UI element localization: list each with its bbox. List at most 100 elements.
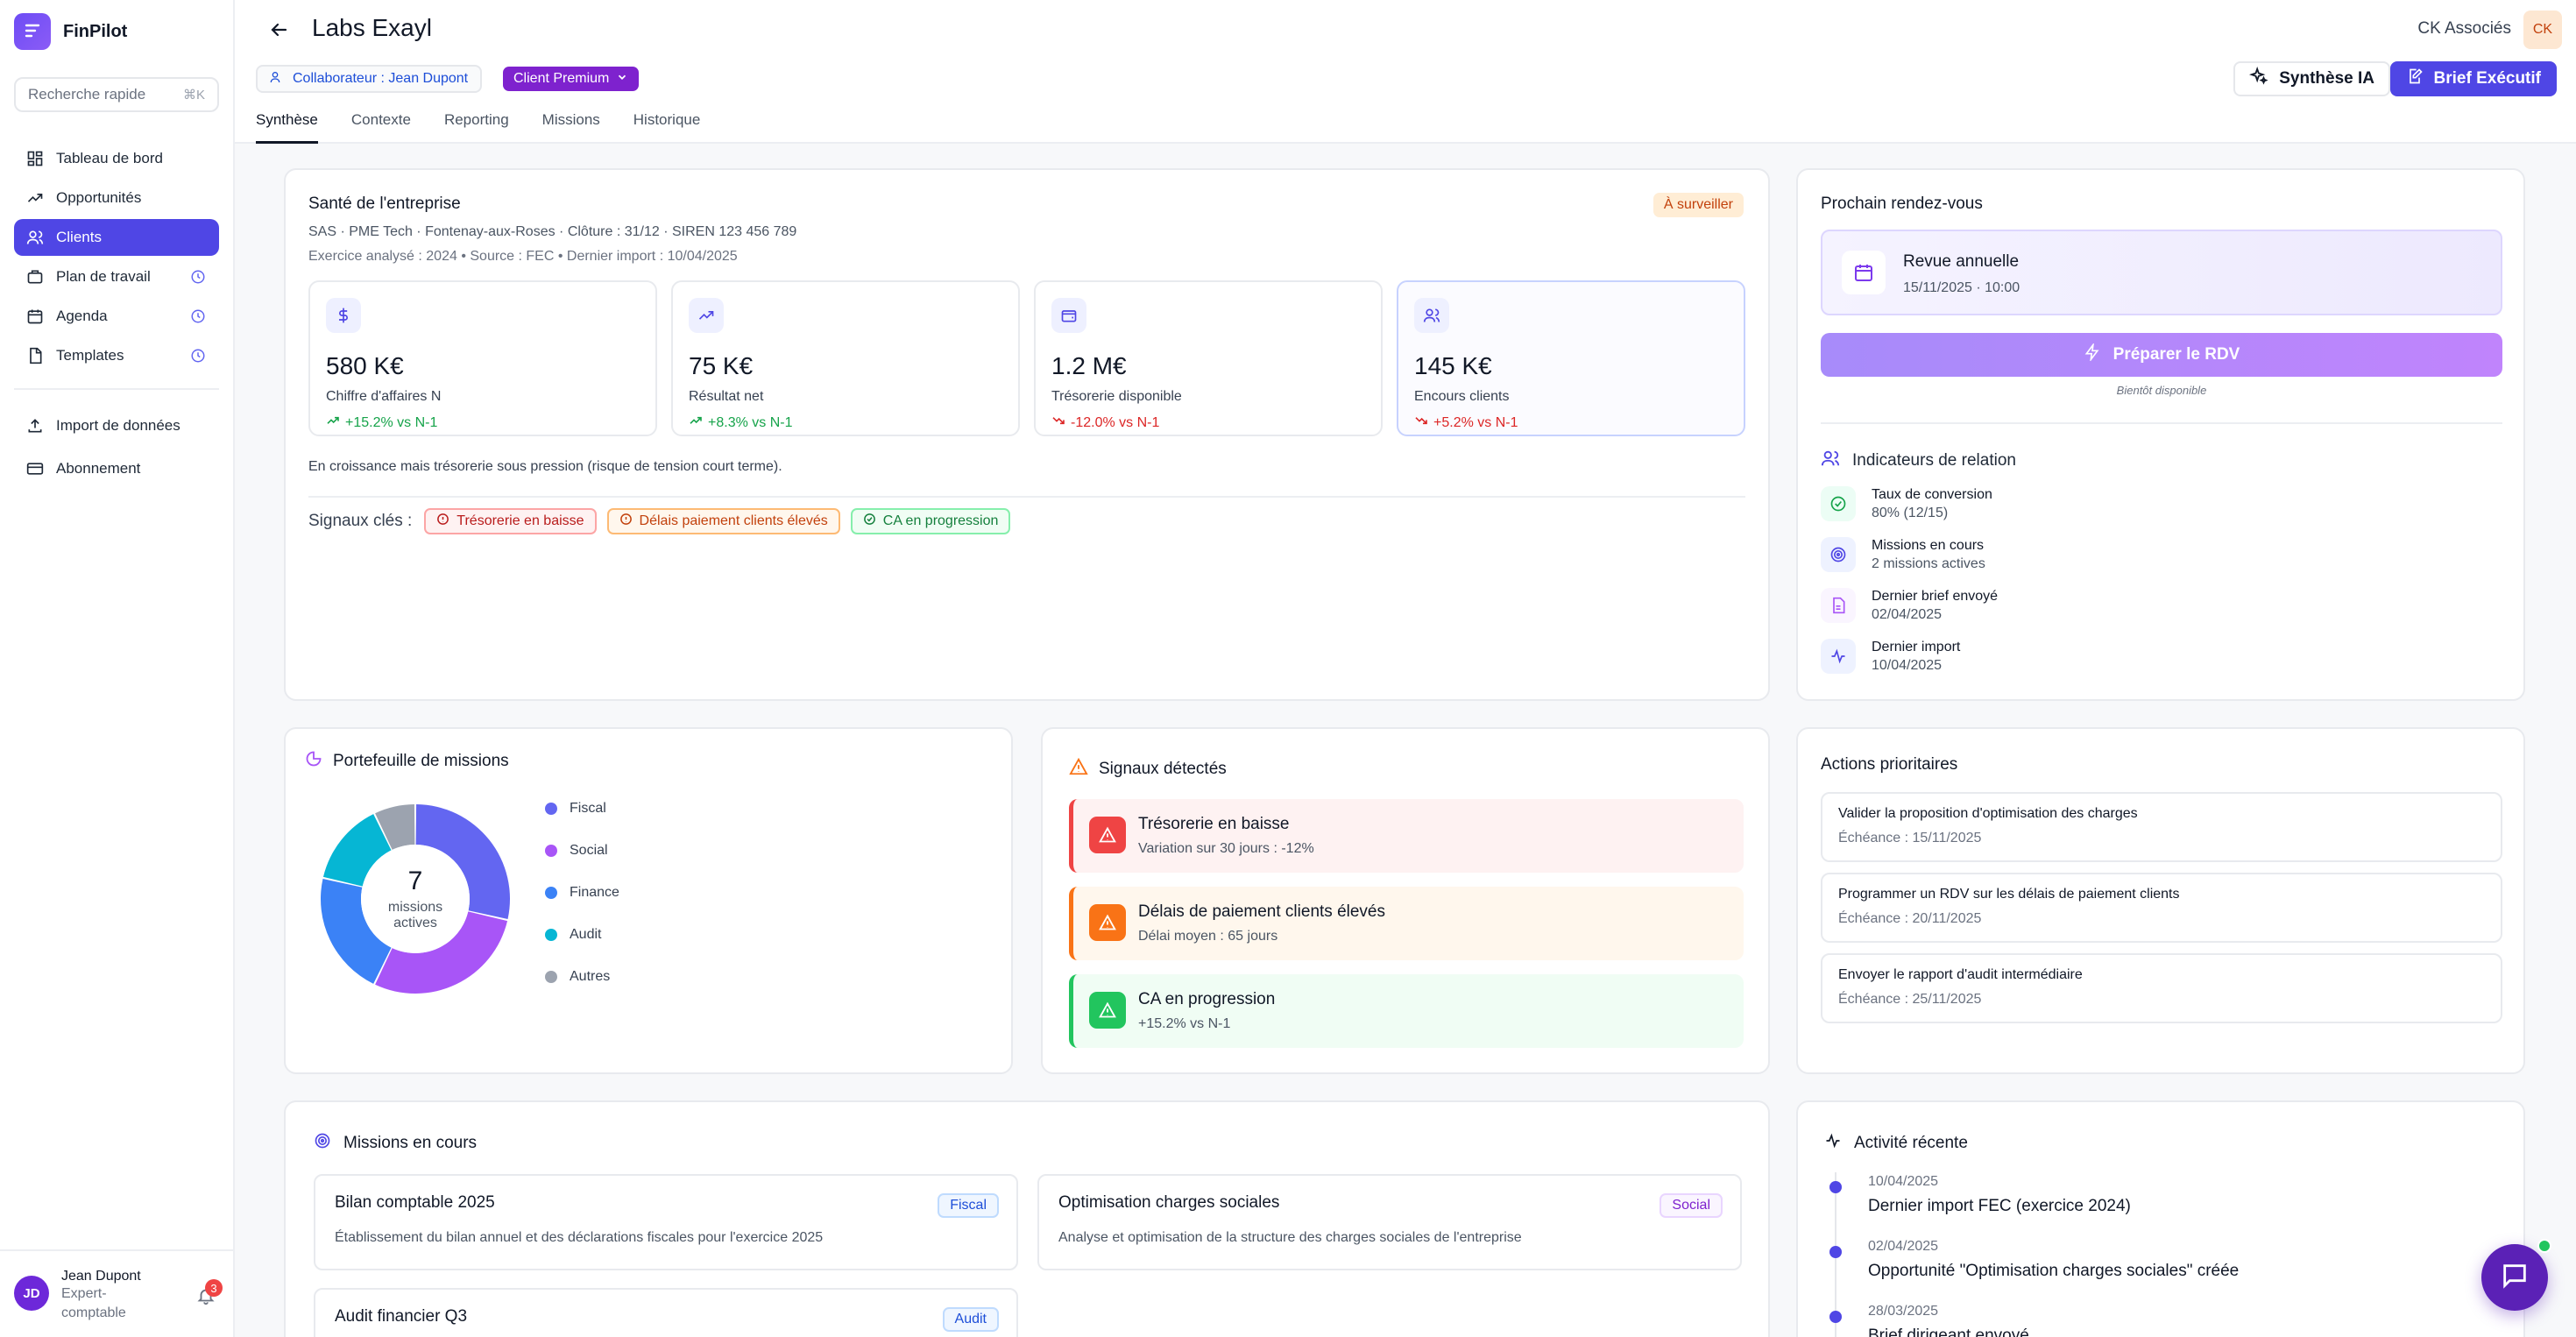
client-segment-dropdown[interactable]: Client Premium	[503, 67, 640, 91]
calendar-icon	[1842, 251, 1886, 294]
sidebar-item-label: Agenda	[56, 308, 108, 324]
donut-slice-autres[interactable]	[375, 804, 415, 850]
mission-card[interactable]: Optimisation charges sociales Analyse et…	[1037, 1174, 1742, 1270]
activity-header: Activité récente	[1824, 1132, 1968, 1154]
collaborator-chip[interactable]: Collaborateur : Jean Dupont	[256, 65, 483, 93]
legend-item-audit: Audit	[545, 927, 601, 943]
indicator-missions: Missions en cours 2 missions actives	[1821, 536, 1985, 573]
mission-description: Analyse et optimisation de la structure …	[1058, 1230, 1522, 1245]
kpi-card-resultat[interactable]: 75 K€ Résultat net +8.3% vs N-1	[671, 280, 1020, 436]
kpi-label: Chiffre d'affaires N	[326, 389, 442, 404]
indicator-brief: Dernier brief envoyé 02/04/2025	[1821, 587, 1998, 624]
mission-card[interactable]: Audit financier Q3 Audit	[314, 1288, 1018, 1337]
brand[interactable]: FinPilot	[14, 13, 127, 50]
indicator-conversion: Taux de conversion 80% (12/15)	[1821, 485, 1992, 522]
prepare-meeting-label: Préparer le RDV	[2112, 345, 2240, 364]
signal-row-delais[interactable]: Délais de paiement clients élevés Délai …	[1069, 887, 1744, 960]
sidebar-item-templates[interactable]: Templates	[14, 337, 219, 374]
activity-icon	[1821, 639, 1856, 674]
user-icon	[270, 70, 284, 88]
kpi-delta-text: -12.0% vs N-1	[1071, 414, 1160, 430]
synthese-ia-button[interactable]: Synthèse IA	[2233, 61, 2390, 96]
priority-actions-title: Actions prioritaires	[1821, 755, 1958, 774]
tab-missions[interactable]: Missions	[541, 111, 600, 128]
mission-portfolio-card: Portefeuille de missions 7 missions acti…	[284, 727, 1013, 1074]
tab-historique[interactable]: Historique	[633, 111, 701, 128]
warning-triangle-icon	[1069, 757, 1088, 781]
back-arrow-icon[interactable]	[268, 19, 289, 46]
pie-chart-icon	[305, 750, 322, 772]
firm-avatar[interactable]: CK	[2523, 11, 2562, 49]
legend-item-finance: Finance	[545, 885, 619, 901]
company-meta: SAS · PME Tech · Fontenay-aux-Roses · Cl…	[308, 224, 797, 239]
kpi-delta: -12.0% vs N-1	[1051, 414, 1365, 432]
signal-description: Délai moyen : 65 jours	[1138, 929, 1278, 944]
signal-row-tresorerie[interactable]: Trésorerie en baisse Variation sur 30 jo…	[1069, 799, 1744, 873]
warning-triangle-icon	[1089, 992, 1126, 1029]
sidebar-item-label: Tableau de bord	[56, 150, 163, 166]
sidebar: FinPilot Recherche rapide ⌘K Tableau de …	[0, 0, 235, 1337]
kpi-label: Résultat net	[689, 389, 764, 404]
mission-tag: Fiscal	[938, 1193, 999, 1218]
tab-contexte[interactable]: Contexte	[350, 111, 411, 128]
chat-button[interactable]	[2481, 1244, 2548, 1311]
signal-chip-tresorerie[interactable]: Trésorerie en baisse	[424, 508, 597, 534]
donut-slice-fiscal[interactable]	[415, 804, 510, 919]
sidebar-item-import[interactable]: Import de données	[14, 406, 219, 446]
nav-divider	[14, 388, 219, 390]
donut-slice-finance[interactable]	[321, 879, 392, 984]
indicator-value: 10/04/2025	[1872, 658, 1943, 673]
wallet-icon	[1051, 298, 1086, 333]
signal-description: Variation sur 30 jours : -12%	[1138, 841, 1314, 856]
brief-executif-button[interactable]: Brief Exécutif	[2389, 61, 2557, 96]
segment-label: Client Premium	[513, 71, 610, 86]
legend-swatch	[545, 929, 557, 941]
sidebar-item-opportunites[interactable]: Opportunités	[14, 180, 219, 216]
kpi-delta: +5.2% vs N-1	[1414, 414, 1728, 432]
mission-card[interactable]: Bilan comptable 2025 Établissement du bi…	[314, 1174, 1018, 1270]
notifications-button[interactable]: 3	[196, 1279, 223, 1310]
sidebar-item-plan-de-travail[interactable]: Plan de travail	[14, 258, 219, 295]
meeting-item[interactable]: Revue annuelle 15/11/2025 · 10:00	[1821, 230, 2502, 315]
company-health-title: Santé de l'entreprise	[308, 195, 461, 213]
kpi-card-encours[interactable]: 145 K€ Encours clients +5.2% vs N-1	[1397, 280, 1745, 436]
sidebar-item-label: Clients	[56, 229, 102, 245]
sidebar-item-clients[interactable]: Clients	[14, 219, 219, 256]
sidebar-item-label: Plan de travail	[56, 268, 151, 285]
quick-search-input[interactable]: Recherche rapide ⌘K	[14, 77, 219, 112]
finpilot-logo-icon	[14, 13, 51, 50]
kpi-card-tresorerie[interactable]: 1.2 M€ Trésorerie disponible -12.0% vs N…	[1034, 280, 1383, 436]
donut-slice-social[interactable]	[375, 911, 508, 994]
kpi-value: 145 K€	[1414, 352, 1492, 379]
prepare-meeting-button[interactable]: Préparer le RDV	[1821, 333, 2502, 377]
calendar-icon	[26, 308, 44, 325]
signal-row-ca[interactable]: CA en progression +15.2% vs N-1	[1069, 974, 1744, 1048]
signal-chip-label: Délais paiement clients élevés	[639, 513, 828, 528]
signal-chip-delais[interactable]: Délais paiement clients élevés	[606, 508, 840, 534]
action-item[interactable]: Valider la proposition d'optimisation de…	[1821, 792, 2502, 862]
tab-synthese[interactable]: Synthèse	[256, 107, 318, 144]
timeline-date: 28/03/2025	[1868, 1304, 1939, 1319]
page-title: Labs Exayl	[312, 14, 432, 41]
kpi-delta-text: +15.2% vs N-1	[345, 414, 438, 430]
indicator-value: 02/04/2025	[1872, 607, 1943, 622]
document-icon	[26, 347, 44, 364]
action-item[interactable]: Programmer un RDV sur les délais de paie…	[1821, 873, 2502, 943]
users-icon	[1821, 449, 1840, 473]
signal-title: Délais de paiement clients élevés	[1138, 902, 1385, 921]
relationship-indicators-title: Indicateurs de relation	[1852, 451, 2016, 470]
sidebar-item-abonnement[interactable]: Abonnement	[14, 449, 219, 489]
action-item[interactable]: Envoyer le rapport d'audit intermédiaire…	[1821, 953, 2502, 1023]
donut-slice-audit[interactable]	[322, 814, 392, 887]
health-summary: En croissance mais trésorerie sous press…	[308, 459, 782, 474]
mission-title: Optimisation charges sociales	[1058, 1193, 1280, 1212]
kpi-card-ca[interactable]: 580 K€ Chiffre d'affaires N +15.2% vs N-…	[308, 280, 657, 436]
sidebar-item-agenda[interactable]: Agenda	[14, 298, 219, 335]
user-profile[interactable]: JD Jean Dupont Expert-comptable 3	[0, 1249, 235, 1337]
signal-chip-ca[interactable]: CA en progression	[850, 508, 1011, 534]
mission-tag: Social	[1660, 1193, 1723, 1218]
sidebar-item-tableau-de-bord[interactable]: Tableau de bord	[14, 140, 219, 177]
signal-chip-label: CA en progression	[882, 513, 999, 528]
tab-bar: Synthèse Contexte Reporting Missions His…	[256, 107, 733, 144]
tab-reporting[interactable]: Reporting	[443, 111, 509, 128]
